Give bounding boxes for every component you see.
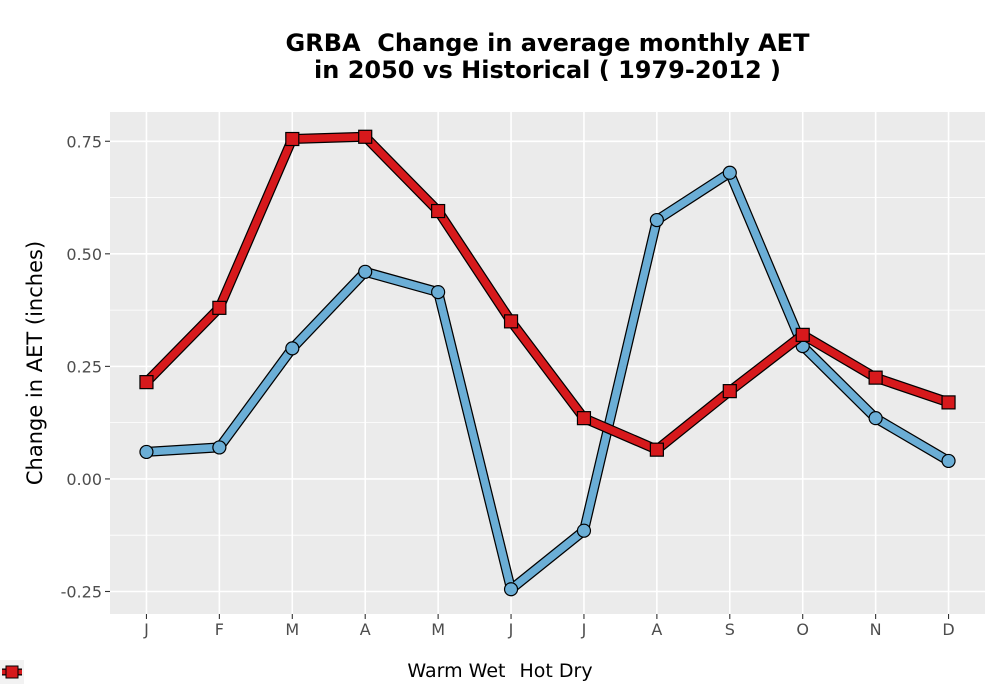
y-tick-label: 0.50 xyxy=(66,245,102,264)
x-tick-label: J xyxy=(508,620,514,639)
y-axis: -0.25 0.00 0.25 0.50 0.75 xyxy=(61,132,110,601)
x-tick-label: J xyxy=(143,620,149,639)
x-tick-label: A xyxy=(651,620,662,639)
x-tick-label: N xyxy=(870,620,882,639)
data-point-hot-dry xyxy=(212,300,227,315)
series-layer xyxy=(139,129,956,597)
series-line-hot-dry xyxy=(142,133,953,454)
y-tick-label: 0.75 xyxy=(66,132,102,151)
data-point-warm-wet xyxy=(139,444,154,460)
data-point-warm-wet xyxy=(576,523,592,538)
legend-label-hot-dry: Hot Dry xyxy=(519,660,593,682)
x-tick-label: M xyxy=(285,620,299,639)
grid-major xyxy=(110,112,985,614)
data-point-hot-dry xyxy=(722,384,737,399)
series-warm-wet xyxy=(139,165,956,597)
data-point-hot-dry xyxy=(941,395,956,410)
data-point-hot-dry xyxy=(431,203,446,219)
grid-minor xyxy=(110,197,985,536)
legend-item-warm-wet: Warm Wet xyxy=(0,660,506,684)
data-point-warm-wet xyxy=(941,453,956,469)
chart-title: GRBA Change in average monthly AET in 20… xyxy=(110,30,985,84)
series-line-warm-wet xyxy=(142,169,953,593)
x-tick-label: F xyxy=(215,620,224,639)
data-point-hot-dry xyxy=(576,411,592,426)
data-point-warm-wet xyxy=(358,264,373,279)
y-axis-label: Change in AET (inches) xyxy=(23,241,47,485)
data-point-warm-wet xyxy=(722,165,737,180)
data-point-warm-wet xyxy=(285,341,300,356)
data-point-hot-dry xyxy=(139,375,154,390)
x-tick-label: J xyxy=(581,620,587,639)
x-tick-label: A xyxy=(360,620,371,639)
legend-item-hot-dry: Hot Dry xyxy=(0,660,593,684)
series-hot-dry xyxy=(139,129,956,457)
data-point-hot-dry xyxy=(503,314,519,329)
data-point-hot-dry xyxy=(795,327,810,342)
x-tick-label: D xyxy=(942,620,954,639)
y-tick-label: 0.25 xyxy=(66,357,102,376)
chart-title-line-1: GRBA Change in average monthly AET xyxy=(285,29,810,57)
legend-key-hot-dry xyxy=(0,660,24,684)
data-point-hot-dry xyxy=(358,129,373,144)
data-point-warm-wet xyxy=(212,440,227,455)
y-tick-label: -0.25 xyxy=(61,582,102,601)
data-point-hot-dry xyxy=(285,131,300,147)
x-tick-label: S xyxy=(725,620,735,639)
chart-title-line-2: in 2050 vs Historical ( 1979-2012 ) xyxy=(314,56,781,84)
legend-label-warm-wet: Warm Wet xyxy=(407,660,506,682)
data-point-warm-wet xyxy=(503,582,519,597)
data-point-warm-wet xyxy=(649,212,664,228)
y-tick-label: 0.00 xyxy=(66,470,102,489)
data-point-hot-dry xyxy=(649,442,664,457)
legend: Warm Wet Hot Dry xyxy=(0,660,1000,684)
x-tick-label: M xyxy=(431,620,445,639)
data-point-warm-wet xyxy=(868,411,883,426)
data-point-hot-dry xyxy=(868,370,883,385)
data-point-warm-wet xyxy=(431,284,446,300)
x-tick-label: O xyxy=(796,620,809,639)
